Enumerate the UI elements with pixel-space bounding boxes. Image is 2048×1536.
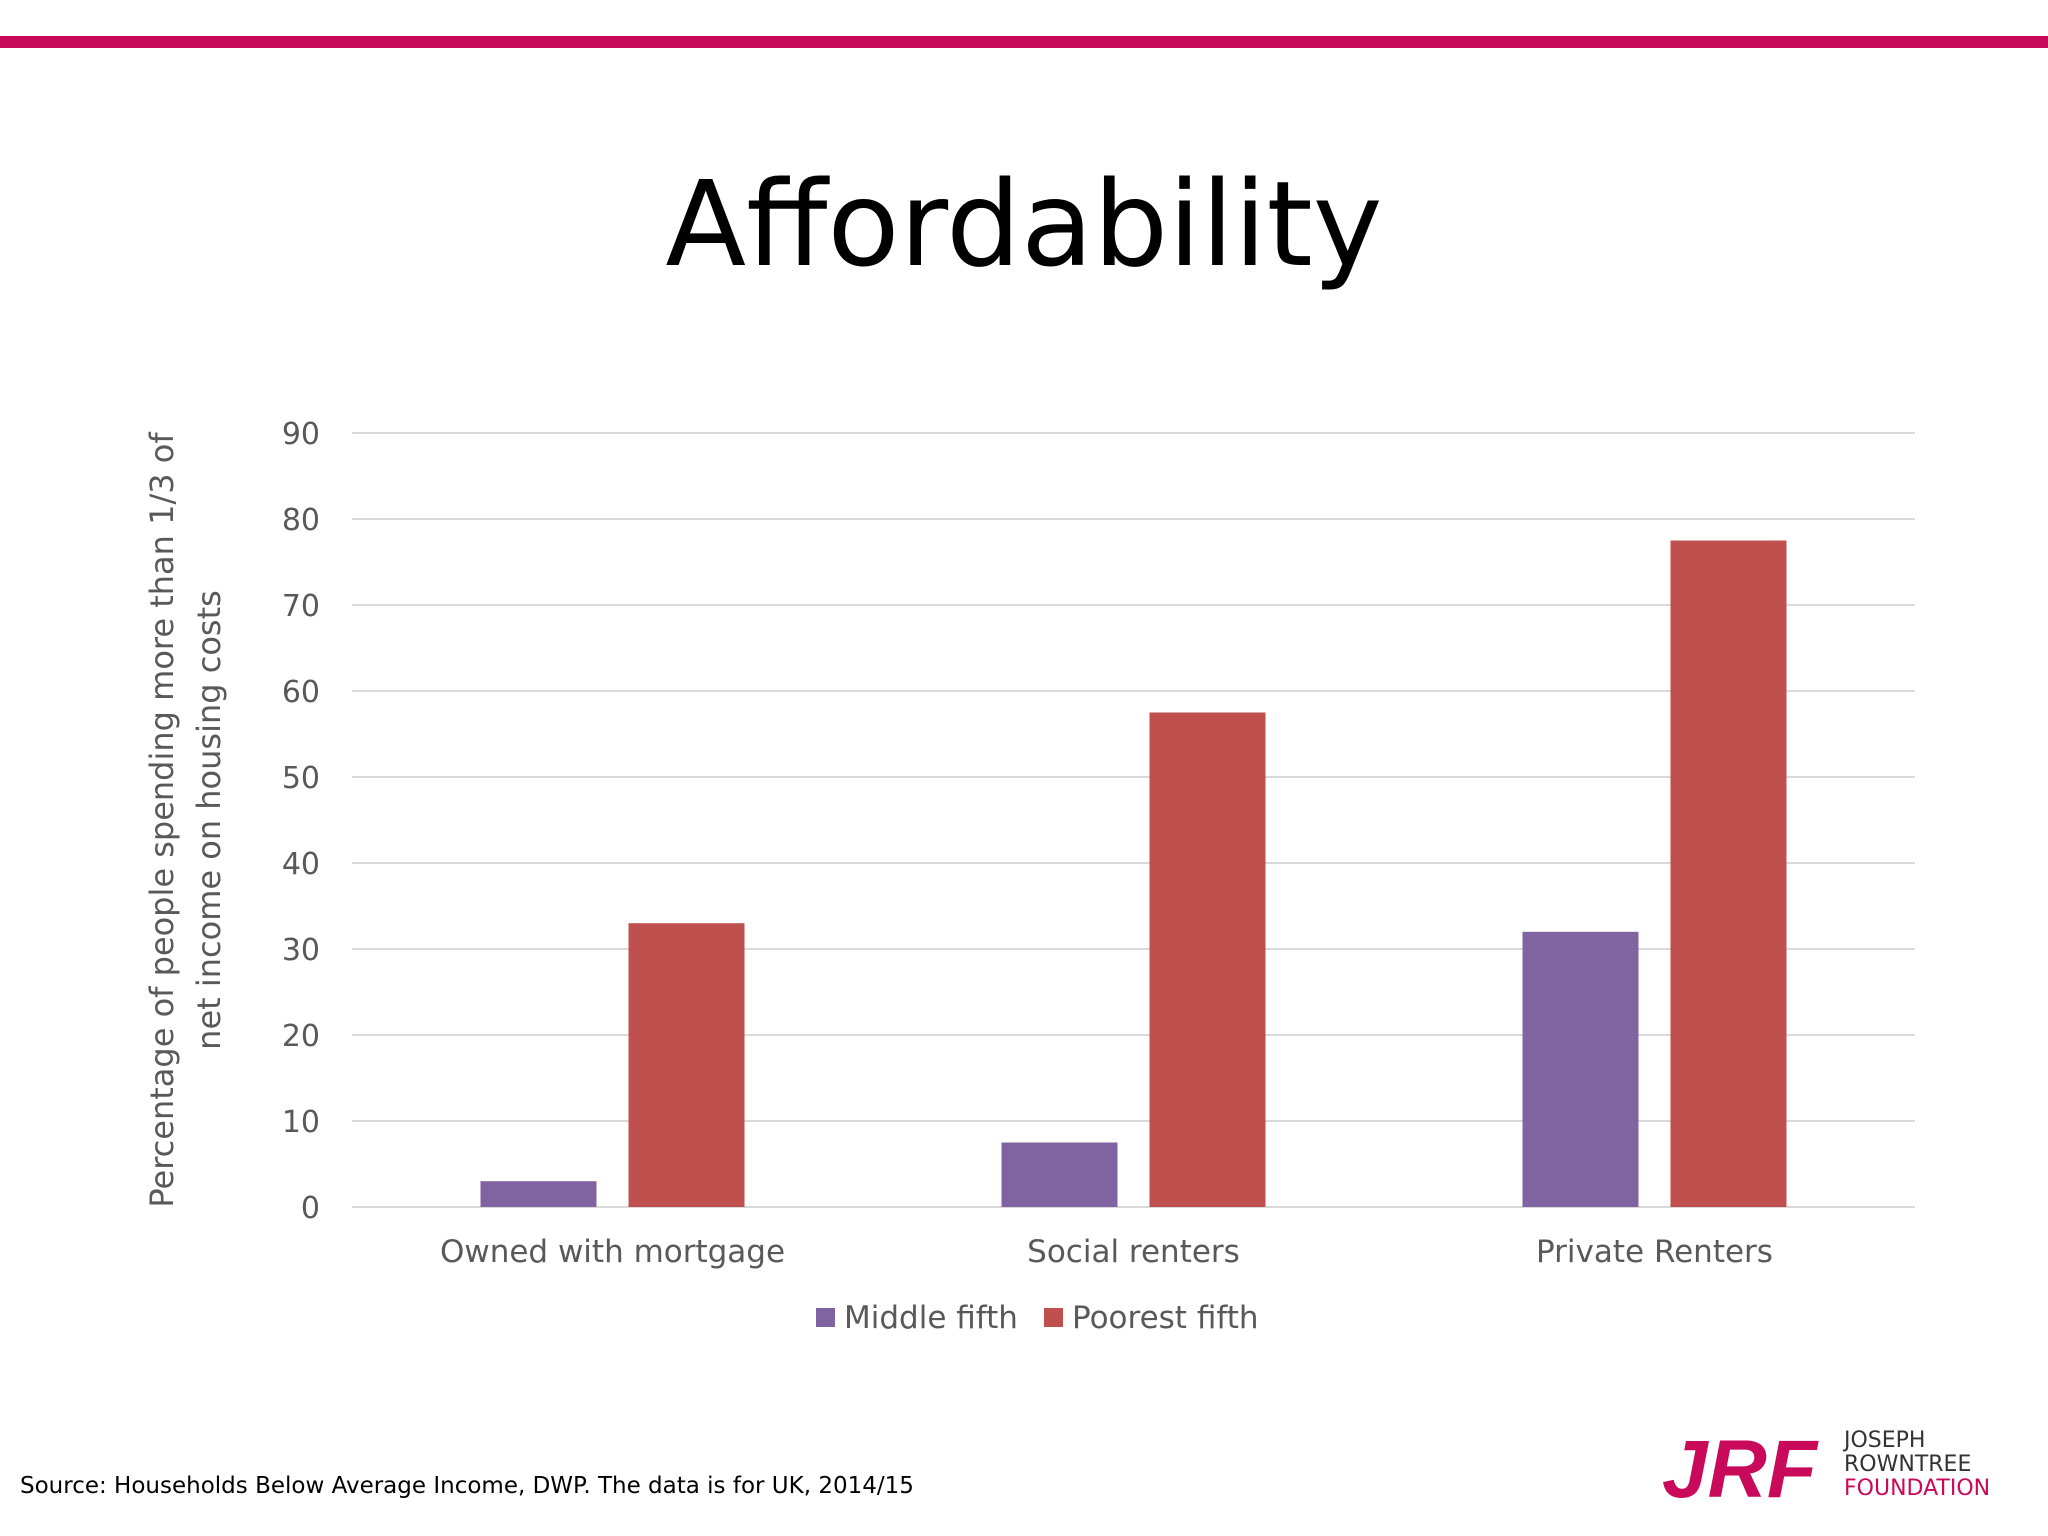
bar-poorest-fifth: [1670, 540, 1787, 1207]
logo-mark: JRF: [1662, 1425, 1819, 1515]
logo-line-1: JOSEPH: [1842, 1428, 1925, 1453]
legend-swatch: [1044, 1308, 1063, 1327]
x-axis-labels: Owned with mortgage Social renters Private…: [440, 1234, 1773, 1270]
gridlines: [352, 432, 1915, 1208]
x-tick-label: Owned with mortgage: [440, 1234, 785, 1270]
y-tick-label: 40: [282, 847, 320, 882]
bars: [480, 540, 1787, 1207]
legend-label: Poorest fifth: [1072, 1300, 1259, 1336]
y-tick-label: 20: [282, 1019, 320, 1054]
y-axis-label-line-1: Percentage of people spending more than …: [143, 432, 181, 1208]
slide-title: Affordability: [665, 155, 1383, 293]
y-axis-ticks: 0 10 20 30 40 50 60 70 80 90: [282, 417, 320, 1226]
y-tick-label: 60: [282, 675, 320, 710]
logo-line-2: ROWNTREE: [1844, 1452, 1971, 1477]
bar-chart: 0 10 20 30 40 50 60 70 80 90 Owned with mortgage S…: [143, 417, 1915, 1336]
y-tick-label: 90: [282, 417, 320, 452]
bar-middle-fifth: [1522, 931, 1639, 1207]
logo-line-3: FOUNDATION: [1844, 1476, 1990, 1501]
y-axis-label-line-2: net income on housing costs: [190, 590, 228, 1050]
source-note: Source: Households Below Average Income,…: [20, 1473, 914, 1499]
y-tick-label: 10: [282, 1105, 320, 1140]
y-tick-label: 50: [282, 761, 320, 796]
legend-swatch: [816, 1308, 835, 1327]
y-tick-label: 80: [282, 503, 320, 538]
y-tick-label: 0: [301, 1191, 320, 1226]
y-tick-label: 70: [282, 589, 320, 624]
bar-poorest-fifth: [1149, 712, 1266, 1207]
legend: Middle fifth Poorest fifth: [816, 1300, 1259, 1336]
legend-label: Middle fifth: [844, 1300, 1018, 1336]
jrf-logo: JRF JOSEPH ROWNTREE FOUNDATION: [1662, 1425, 1990, 1515]
bar-middle-fifth: [1001, 1142, 1118, 1207]
bar-middle-fifth: [480, 1181, 597, 1207]
accent-bar: [0, 36, 2048, 48]
bar-poorest-fifth: [628, 923, 745, 1207]
x-tick-label: Private Renters: [1536, 1234, 1773, 1270]
y-tick-label: 30: [282, 933, 320, 968]
x-tick-label: Social renters: [1027, 1234, 1240, 1270]
